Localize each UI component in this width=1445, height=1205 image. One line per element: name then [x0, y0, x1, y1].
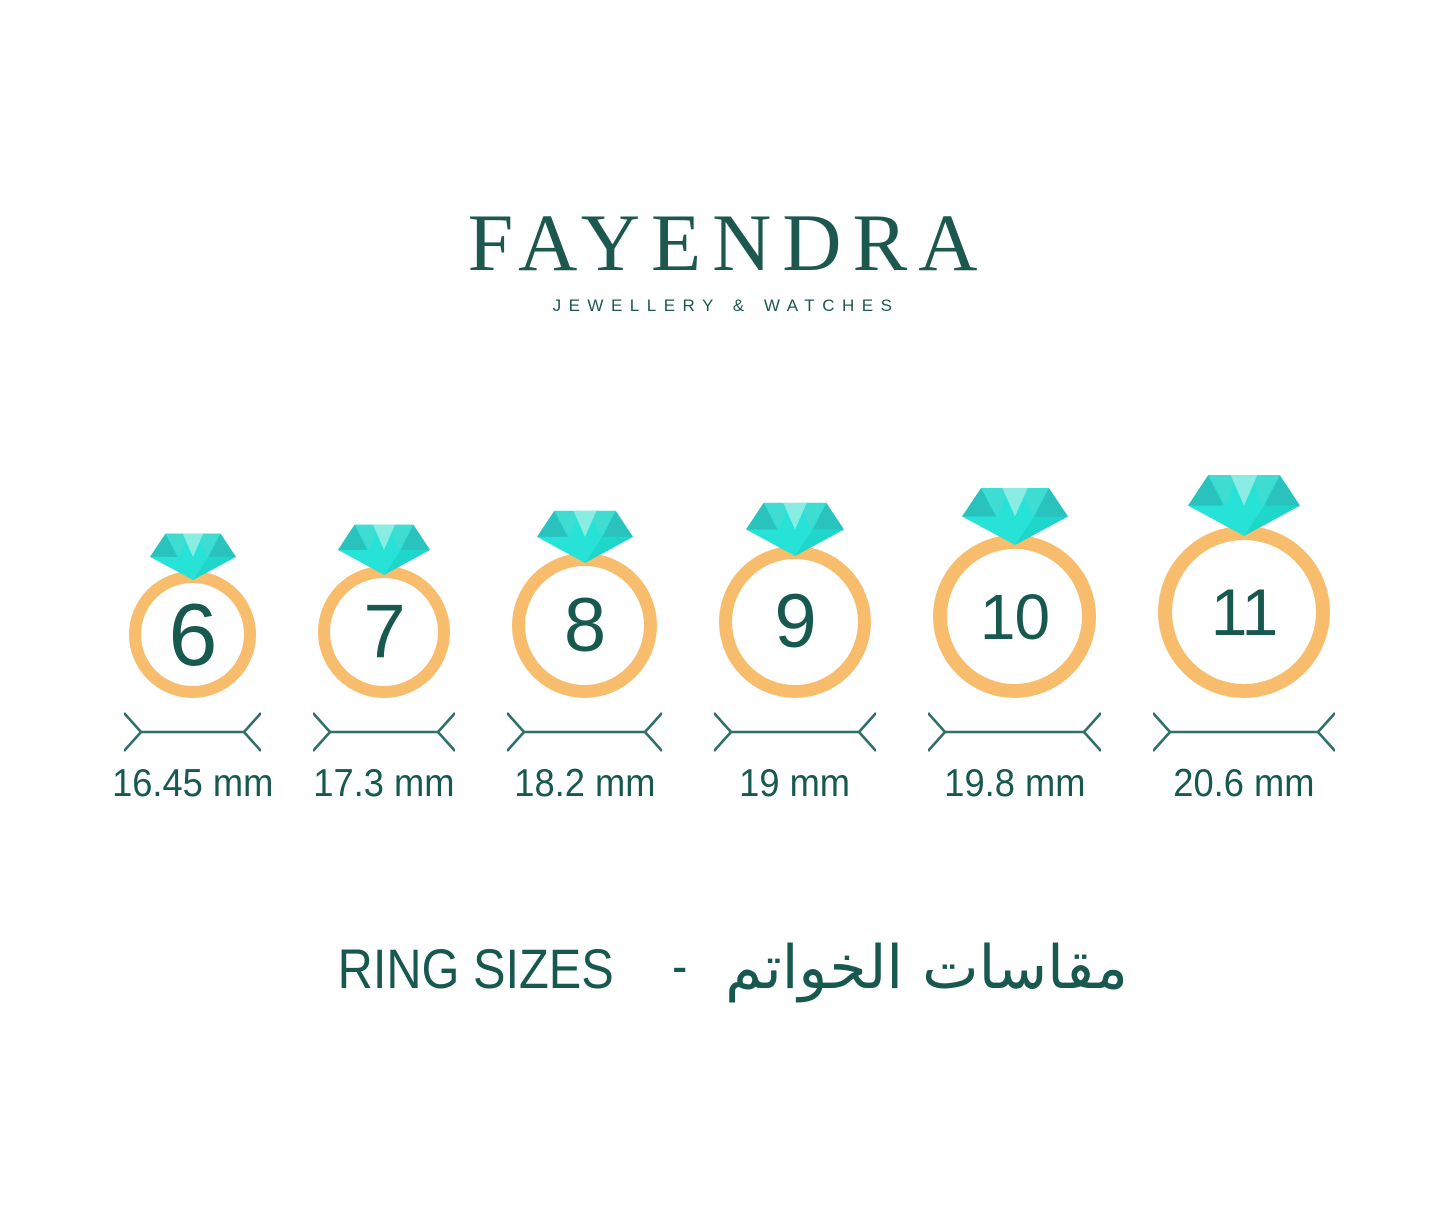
diameter-measure-arrow-icon [714, 712, 876, 752]
diameter-measure-arrow-icon [507, 712, 662, 752]
diameter-measure-arrow-icon [124, 712, 261, 752]
ring-size-number: 11 [1210, 575, 1279, 649]
ring-size-number: 10 [979, 580, 1050, 653]
ring-band: 9 [719, 546, 871, 698]
diamond-icon [149, 533, 236, 580]
rings-row: 6 16.45 mm 7 17.3 mm 8 [0, 474, 1445, 807]
ring-item: 8 18.2 mm [507, 509, 662, 807]
ring-item: 7 17.3 mm [313, 523, 455, 807]
diameter-measure-arrow-icon [313, 712, 455, 752]
ring-diameter-label: 18.2 mm [513, 762, 656, 805]
diameter-measure-arrow-icon [928, 712, 1101, 752]
diamond-icon [961, 488, 1068, 545]
ring-size-number: 7 [363, 589, 405, 674]
ring-band: 7 [318, 566, 450, 698]
ring-band: 11 [1158, 526, 1330, 698]
chart-title-arabic: مقاسات الخواتم [725, 933, 1128, 1003]
chart-title: RING SIZES - مقاسات الخواتم [0, 933, 1445, 1003]
ring-diameter-label: 17.3 mm [313, 762, 455, 805]
ring-diameter-label: 16.45 mm [111, 762, 274, 805]
brand-header: FAYENDRA JEWELLERY & WATCHES [0, 197, 1445, 316]
chart-title-english: RING SIZES [337, 936, 614, 1000]
ring-band: 8 [512, 553, 657, 698]
ring-item: 9 19 mm [714, 501, 876, 807]
diamond-icon [1188, 475, 1300, 536]
ring-size-number: 9 [774, 579, 816, 664]
brand-tagline: JEWELLERY & WATCHES [552, 296, 900, 316]
ring-item: 10 19.8 mm [928, 486, 1101, 807]
ring-item: 6 16.45 mm [112, 532, 273, 807]
ring-size-number: 6 [168, 584, 218, 684]
ring-band: 10 [933, 535, 1096, 698]
diamond-icon [338, 524, 430, 575]
brand-logo: FAYENDRA [467, 197, 989, 288]
ring-item: 11 20.6 mm [1153, 473, 1335, 807]
diamond-icon [536, 510, 633, 563]
chart-title-separator: - [672, 948, 688, 988]
diamond-icon [746, 502, 844, 556]
diameter-measure-arrow-icon [1153, 712, 1335, 752]
ring-diameter-label: 19 mm [739, 762, 851, 805]
ring-diameter-label: 19.8 mm [943, 762, 1086, 805]
ring-band: 6 [129, 571, 256, 698]
ring-size-number: 8 [563, 582, 606, 668]
ring-diameter-label: 20.6 mm [1173, 762, 1315, 805]
